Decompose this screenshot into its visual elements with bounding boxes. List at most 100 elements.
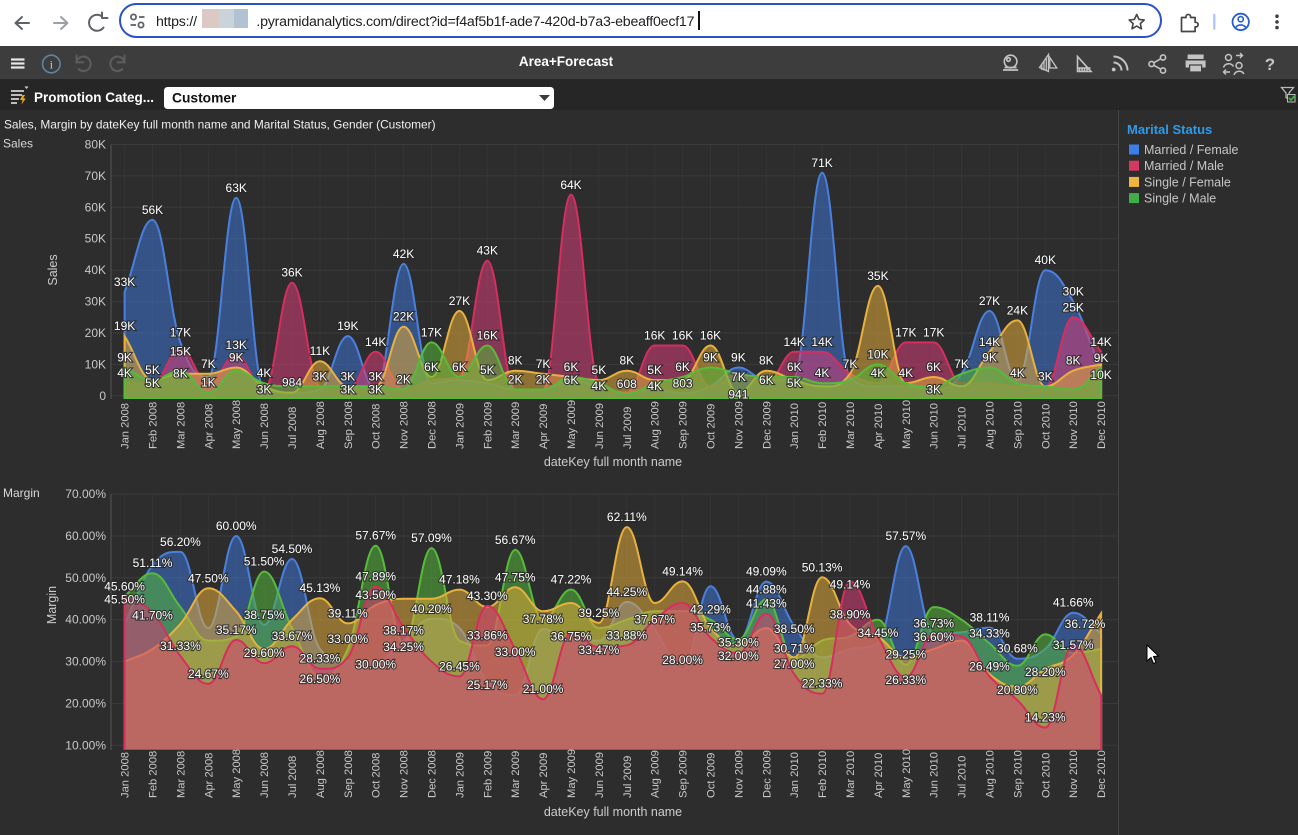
svg-text:1K: 1K (201, 376, 216, 390)
svg-text:Sep 2008: Sep 2008 (343, 401, 355, 449)
svg-text:14K: 14K (811, 335, 832, 349)
svg-text:6K: 6K (926, 360, 941, 374)
svg-text:Feb 2009: Feb 2009 (482, 751, 494, 798)
svg-text:Sep 2009: Sep 2009 (678, 401, 690, 449)
svg-text:5K: 5K (145, 376, 160, 390)
svg-text:30.71%: 30.71% (774, 642, 815, 656)
svg-text:16K: 16K (700, 329, 721, 343)
svg-text:56.20%: 56.20% (160, 535, 201, 549)
svg-text:49.09%: 49.09% (746, 565, 787, 579)
svg-text:41.66%: 41.66% (1053, 596, 1094, 610)
svg-text:Apr 2008: Apr 2008 (203, 753, 215, 798)
svg-text:9K: 9K (117, 351, 132, 365)
svg-text:17K: 17K (421, 325, 442, 339)
svg-text:49.14%: 49.14% (662, 564, 703, 578)
svg-text:14.23%: 14.23% (1025, 711, 1066, 725)
svg-text:25.17%: 25.17% (467, 678, 508, 692)
svg-text:Sep 2010: Sep 2010 (1012, 750, 1024, 798)
svg-text:43.50%: 43.50% (355, 588, 396, 602)
svg-text:39.25%: 39.25% (579, 606, 620, 620)
svg-text:3K: 3K (313, 369, 328, 383)
svg-text:49.14%: 49.14% (830, 577, 871, 591)
svg-text:4K: 4K (815, 366, 830, 380)
svg-text:9K: 9K (982, 351, 997, 365)
svg-text:May 2009: May 2009 (566, 749, 578, 798)
svg-text:8K: 8K (508, 354, 523, 368)
svg-text:Nov 2008: Nov 2008 (399, 401, 411, 449)
svg-text:17K: 17K (923, 325, 944, 339)
svg-text:Nov 2009: Nov 2009 (733, 750, 745, 798)
svg-text:35.73%: 35.73% (690, 621, 731, 635)
svg-text:62.11%: 62.11% (607, 510, 647, 524)
svg-text:dateKey full month name: dateKey full month name (544, 455, 682, 469)
svg-text:8K: 8K (619, 354, 634, 368)
svg-text:24.67%: 24.67% (188, 667, 229, 681)
svg-text:Married / Female: Married / Female (1144, 143, 1239, 157)
svg-text:Feb 2010: Feb 2010 (817, 402, 829, 449)
svg-text:8K: 8K (1066, 354, 1081, 368)
svg-text:Apr 2009: Apr 2009 (538, 753, 550, 798)
svg-text:Aug 2009: Aug 2009 (650, 750, 662, 798)
svg-text:30.68%: 30.68% (997, 642, 1038, 656)
svg-text:38.50%: 38.50% (774, 622, 815, 636)
svg-text:Jun 2009: Jun 2009 (594, 752, 606, 798)
svg-text:14K: 14K (365, 335, 386, 349)
svg-text:Mar 2009: Mar 2009 (510, 751, 522, 798)
svg-text:38.90%: 38.90% (830, 607, 871, 621)
svg-text:47.18%: 47.18% (439, 573, 480, 587)
svg-text:2K: 2K (536, 373, 551, 387)
svg-text:7K: 7K (201, 357, 216, 371)
svg-text:70K: 70K (85, 169, 106, 183)
svg-text:Oct 2010: Oct 2010 (1040, 753, 1052, 798)
svg-text:47.89%: 47.89% (355, 570, 396, 584)
svg-text:26.33%: 26.33% (885, 673, 926, 687)
svg-text:35.17%: 35.17% (216, 623, 257, 637)
svg-text:14K: 14K (979, 335, 1000, 349)
svg-text:Feb 2009: Feb 2009 (482, 402, 494, 449)
svg-text:Single / Female: Single / Female (1144, 175, 1231, 189)
svg-text:Jul 2009: Jul 2009 (622, 756, 634, 798)
svg-text:Oct 2009: Oct 2009 (706, 753, 718, 798)
svg-text:37.67%: 37.67% (634, 613, 675, 627)
svg-text:26.45%: 26.45% (439, 659, 480, 673)
svg-text:Jul 2008: Jul 2008 (287, 407, 299, 449)
svg-text:Oct 2009: Oct 2009 (706, 404, 718, 449)
svg-text:4K: 4K (117, 366, 132, 380)
svg-text:9K: 9K (229, 351, 244, 365)
svg-text:50K: 50K (85, 232, 106, 246)
svg-text:26.49%: 26.49% (969, 659, 1010, 673)
svg-text:28.33%: 28.33% (300, 652, 341, 666)
svg-text:9K: 9K (731, 351, 746, 365)
svg-text:May 2010: May 2010 (901, 749, 913, 798)
svg-text:Jan 2009: Jan 2009 (454, 403, 466, 449)
svg-text:40.20%: 40.20% (411, 602, 452, 616)
svg-text:80K: 80K (85, 138, 106, 152)
svg-text:Sales, Margin by dateKey full: Sales, Margin by dateKey full month name… (4, 118, 436, 132)
svg-text:10K: 10K (85, 357, 106, 371)
svg-text:56.67%: 56.67% (495, 533, 536, 547)
svg-text:51.11%: 51.11% (133, 556, 173, 570)
svg-text:3K: 3K (257, 382, 272, 396)
svg-text:34.45%: 34.45% (858, 626, 899, 640)
svg-text:41.43%: 41.43% (746, 597, 787, 611)
svg-text:4K: 4K (898, 366, 913, 380)
svg-text:5K: 5K (592, 363, 607, 377)
svg-text:Jan 2010: Jan 2010 (789, 752, 801, 798)
svg-text:70.00%: 70.00% (65, 487, 106, 501)
svg-text:4K: 4K (1010, 366, 1025, 380)
svg-text:11K: 11K (310, 344, 330, 358)
svg-text:16K: 16K (477, 329, 498, 343)
svg-text:4K: 4K (592, 379, 607, 393)
svg-text:35.30%: 35.30% (718, 635, 759, 649)
svg-text:Married / Male: Married / Male (1144, 159, 1224, 173)
svg-text:45.60%: 45.60% (104, 579, 145, 593)
svg-text:32.00%: 32.00% (718, 649, 759, 663)
svg-text:16K: 16K (672, 329, 693, 343)
svg-text:Apr 2010: Apr 2010 (873, 753, 885, 798)
svg-text:Dec 2010: Dec 2010 (1096, 401, 1108, 449)
svg-text:0: 0 (99, 389, 106, 403)
svg-text:dateKey full month name: dateKey full month name (544, 805, 682, 819)
svg-text:64K: 64K (560, 178, 581, 192)
svg-text:33.00%: 33.00% (495, 645, 536, 659)
svg-text:7K: 7K (536, 357, 551, 371)
